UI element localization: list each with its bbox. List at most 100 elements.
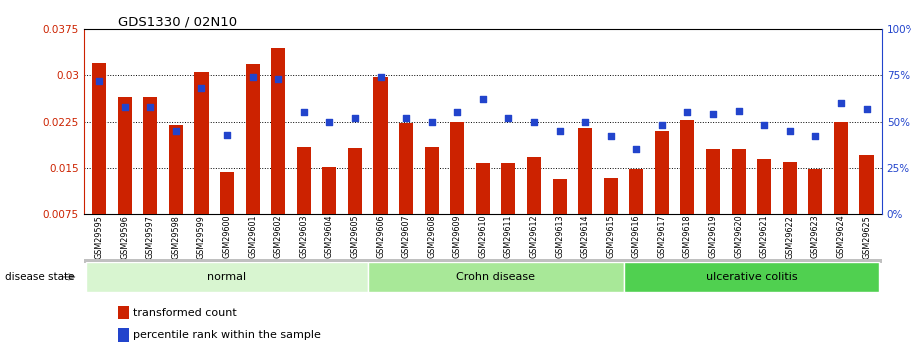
Point [143, 104, 158, 110]
Bar [194, 72, 209, 214]
Text: GDS1330 / 02N10: GDS1330 / 02N10 [118, 16, 238, 29]
Text: GSM29600: GSM29600 [222, 215, 231, 258]
Point [169, 128, 183, 134]
Bar [834, 122, 848, 214]
Bar [368, 262, 623, 292]
Text: Crohn disease: Crohn disease [456, 272, 535, 282]
Text: GSM29610: GSM29610 [478, 215, 487, 258]
Point [296, 110, 311, 115]
Bar [681, 120, 694, 214]
Bar [783, 161, 797, 214]
Point [92, 78, 107, 84]
Text: GSM29618: GSM29618 [683, 215, 692, 258]
Point [655, 122, 670, 128]
Point [578, 119, 592, 125]
Text: GSM29614: GSM29614 [580, 215, 589, 258]
Point [118, 104, 132, 110]
Bar [527, 157, 541, 214]
Point [603, 134, 618, 139]
Text: GSM29622: GSM29622 [785, 215, 794, 259]
Bar [399, 124, 413, 214]
Text: GSM29597: GSM29597 [146, 215, 155, 259]
Bar [706, 149, 720, 214]
Text: GSM29602: GSM29602 [273, 215, 282, 258]
Point [194, 86, 209, 91]
Bar [604, 178, 618, 214]
Point [450, 110, 465, 115]
Bar [450, 122, 465, 214]
Text: GSM29617: GSM29617 [658, 215, 666, 258]
Bar [348, 148, 362, 214]
Text: GSM29601: GSM29601 [248, 215, 257, 258]
Point [374, 75, 388, 80]
Bar [757, 158, 772, 214]
Point [322, 119, 337, 125]
Text: transformed count: transformed count [133, 308, 237, 317]
Bar [630, 169, 643, 214]
Point [552, 128, 567, 134]
Point [425, 119, 439, 125]
Text: GSM29605: GSM29605 [351, 215, 360, 258]
Point [757, 122, 772, 128]
Bar [92, 63, 107, 214]
Point [348, 115, 363, 121]
Text: GSM29596: GSM29596 [120, 215, 129, 259]
Text: GSM29620: GSM29620 [734, 215, 743, 258]
Bar [297, 147, 311, 214]
Text: GSM29611: GSM29611 [504, 215, 513, 258]
Bar [271, 48, 285, 214]
Point [706, 111, 721, 117]
Bar [623, 262, 879, 292]
Bar [578, 128, 592, 214]
Bar [374, 77, 387, 214]
Point [399, 115, 414, 121]
Bar [220, 172, 234, 214]
Text: GSM29615: GSM29615 [606, 215, 615, 258]
Bar [246, 65, 260, 214]
Text: GSM29613: GSM29613 [555, 215, 564, 258]
Text: GSM29621: GSM29621 [760, 215, 769, 258]
Text: percentile rank within the sample: percentile rank within the sample [133, 330, 321, 340]
Point [859, 106, 874, 111]
Bar [859, 156, 874, 214]
Bar [553, 179, 567, 214]
Text: GSM29608: GSM29608 [427, 215, 436, 258]
Text: GSM29599: GSM29599 [197, 215, 206, 259]
Bar [118, 97, 132, 214]
Text: GSM29623: GSM29623 [811, 215, 820, 258]
Point [271, 76, 285, 82]
Bar [322, 167, 336, 214]
Point [629, 147, 643, 152]
Point [527, 119, 541, 125]
Text: GSM29625: GSM29625 [862, 215, 871, 259]
Text: GSM29616: GSM29616 [632, 215, 640, 258]
Text: GSM29604: GSM29604 [325, 215, 333, 258]
Text: GSM29603: GSM29603 [300, 215, 308, 258]
Point [681, 110, 695, 115]
Text: GSM29606: GSM29606 [376, 215, 385, 258]
Point [783, 128, 797, 134]
Bar [169, 125, 183, 214]
Bar [87, 262, 368, 292]
Text: normal: normal [208, 272, 247, 282]
Bar [808, 169, 823, 214]
Point [834, 100, 848, 106]
Text: ulcerative colitis: ulcerative colitis [706, 272, 797, 282]
Text: GSM29624: GSM29624 [836, 215, 845, 258]
Point [501, 115, 516, 121]
Bar [655, 131, 669, 214]
Point [808, 134, 823, 139]
Bar [732, 149, 745, 214]
Point [476, 97, 490, 102]
Text: GSM29607: GSM29607 [402, 215, 411, 258]
Point [245, 75, 260, 80]
Point [732, 108, 746, 113]
Text: GSM29619: GSM29619 [709, 215, 718, 258]
Text: GSM29598: GSM29598 [171, 215, 180, 259]
Text: GSM29609: GSM29609 [453, 215, 462, 258]
Bar [501, 164, 516, 214]
Point [220, 132, 234, 137]
Bar [476, 164, 490, 214]
Bar [425, 147, 439, 214]
Text: GSM29595: GSM29595 [95, 215, 104, 259]
